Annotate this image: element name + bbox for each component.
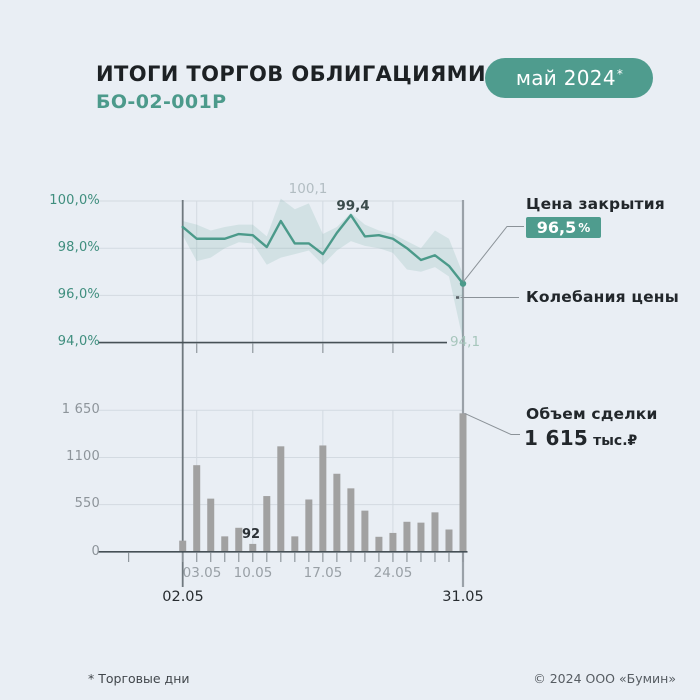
xtick-2405: 24.05: [373, 565, 413, 581]
band-max-label: 100,1: [288, 181, 328, 197]
period-boundary-lines: [181, 200, 465, 587]
volume-bar: [319, 445, 327, 552]
volume-bar: [459, 413, 467, 552]
min-bar-value-label: 92: [241, 527, 261, 542]
volume-bar: [333, 473, 341, 552]
period-badge: май 2024 *: [485, 58, 653, 98]
volume-value: 1 615: [524, 426, 589, 450]
volume-bar: [305, 499, 313, 552]
volume-value-row: 1 615 тыс.₽: [524, 426, 637, 450]
volume-bar: [347, 488, 355, 552]
volume-bar: [179, 540, 187, 552]
volume-bar: [193, 465, 201, 552]
page-title: ИТОГИ ТОРГОВ ОБЛИГАЦИЯМИ: [96, 62, 486, 86]
volume-label: Объем сделки: [526, 405, 658, 423]
vol-ytick-1100: 1100: [66, 449, 100, 464]
volume-bar: [207, 498, 215, 552]
xtick-1005: 10.05: [233, 565, 273, 581]
vol-ytick-1650: 1 650: [61, 402, 100, 417]
vol-ytick-0: 0: [91, 544, 100, 559]
closing-price-unit: %: [578, 220, 591, 235]
price-fluctuation-band: [182, 198, 463, 341]
vol-ytick-550: 550: [74, 496, 100, 511]
volume-unit: тыс.₽: [593, 433, 638, 449]
line-peak-label: 99,4: [336, 198, 370, 214]
closing-price-label: Цена закрытия: [526, 195, 665, 213]
copyright: © 2024 ООО «Бумин»: [533, 671, 676, 686]
axis-ticks: [128, 343, 464, 562]
xtick-0205: 02.05: [162, 589, 204, 605]
bond-series-subtitle: БО-02-001Р: [96, 91, 227, 113]
closing-price-line: [181, 213, 465, 285]
volume-bar: [445, 529, 453, 552]
xtick-0305: 03.05: [182, 565, 222, 581]
fluctuation-label: Колебания цены: [526, 288, 679, 306]
volume-bar: [277, 446, 285, 552]
last-close-dot: [459, 280, 467, 287]
volume-bar: [417, 522, 425, 552]
xtick-3105: 31.05: [442, 589, 484, 605]
volume-bar: [249, 543, 257, 552]
volume-bar: [375, 536, 383, 552]
closing-price-value: 96,5: [536, 218, 577, 237]
callout-lines: [456, 226, 524, 435]
xtick-1705: 17.05: [303, 565, 343, 581]
closing-price-badge: 96,5 %: [526, 217, 601, 238]
volume-bar: [291, 536, 299, 552]
volume-bar: [403, 521, 411, 552]
volume-bars: [179, 413, 467, 552]
volume-bar: [221, 536, 229, 552]
trading-days-footnote: * Торговые дни: [88, 671, 190, 686]
price-ytick-100: 100,0%: [49, 193, 100, 208]
period-badge-label: май 2024: [515, 66, 616, 90]
axis-lines: [98, 341, 468, 553]
footnote-asterisk: *: [616, 67, 624, 81]
volume-bar: [263, 496, 271, 552]
price-ytick-98: 98,0%: [57, 240, 100, 255]
volume-bar: [431, 512, 439, 552]
gridlines: [99, 200, 463, 552]
band-min-label: 94,1: [450, 334, 481, 350]
price-ytick-94: 94,0%: [57, 334, 100, 349]
volume-bar: [361, 510, 369, 552]
volume-bar: [389, 532, 397, 552]
price-ytick-96: 96,0%: [57, 287, 100, 302]
